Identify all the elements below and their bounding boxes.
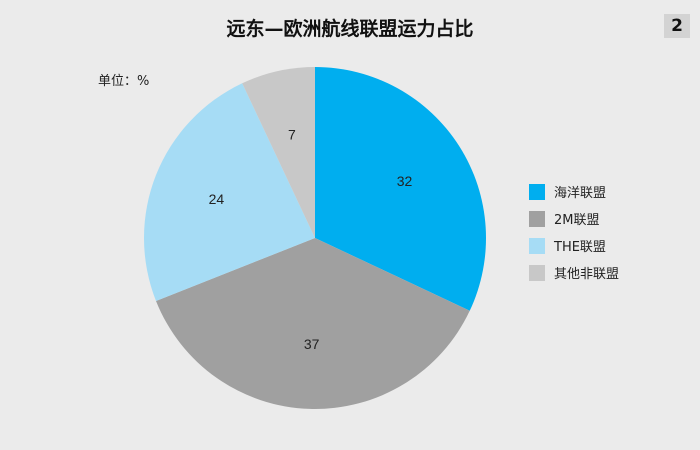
legend-item: 其他非联盟 xyxy=(529,259,619,286)
legend-label: 其他非联盟 xyxy=(554,267,620,282)
legend-swatch xyxy=(529,264,545,281)
unit-label: 单位：% xyxy=(98,74,150,89)
pie-slice-3 xyxy=(242,67,315,238)
legend-label: 海洋联盟 xyxy=(554,186,607,201)
legend-label: 2M联盟 xyxy=(554,213,600,228)
pie-slice-0 xyxy=(315,67,486,311)
pie-slice-1 xyxy=(156,238,470,409)
page-number-badge: 2 xyxy=(664,14,690,38)
legend-item: 海洋联盟 xyxy=(529,178,619,205)
legend: 海洋联盟 2M联盟 THE联盟其他非联盟 xyxy=(529,178,619,286)
legend-label: THE联盟 xyxy=(554,240,606,255)
pie-slice-value-label: 7 xyxy=(288,127,296,143)
legend-swatch xyxy=(529,183,545,200)
legend-item: THE联盟 xyxy=(529,232,619,259)
pie-slice-value-label: 32 xyxy=(397,173,413,189)
legend-swatch xyxy=(529,237,545,254)
legend-swatch xyxy=(529,210,545,227)
pie-slice-value-label: 37 xyxy=(304,336,320,352)
legend-item: 2M联盟 xyxy=(529,205,619,232)
pie-slice-value-label: 24 xyxy=(209,191,225,207)
chart-title: 远东—欧洲航线联盟运力占比 xyxy=(226,18,474,40)
pie-slice-2 xyxy=(144,83,315,301)
